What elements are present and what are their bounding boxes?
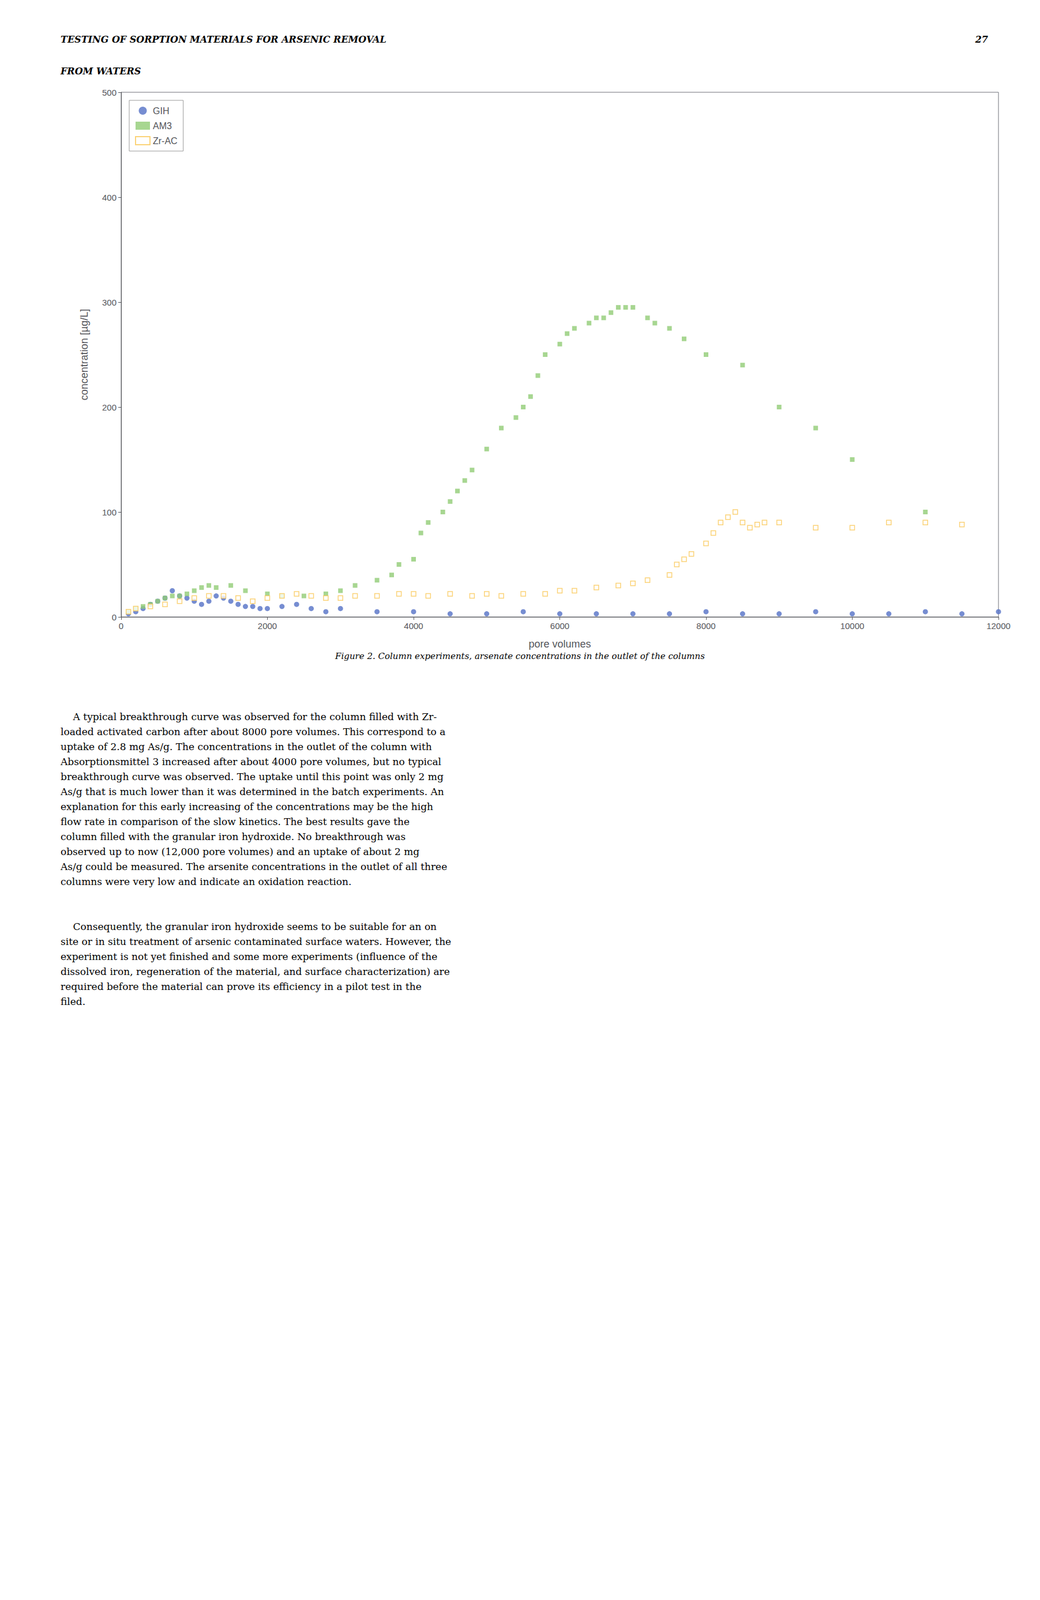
svg-text:Zr-AC: Zr-AC	[152, 136, 178, 146]
svg-text:Figure 2. Column experiments,: Figure 2. Column experiments, arsenate c…	[334, 651, 705, 662]
svg-text:27: 27	[974, 34, 989, 45]
svg-text:column filled with the granula: column filled with the granular iron hyd…	[60, 831, 406, 843]
svg-text:observed up to now (12,000 por: observed up to now (12,000 pore volumes)…	[60, 846, 420, 858]
svg-text:6000: 6000	[550, 621, 570, 632]
svg-text:0: 0	[118, 621, 124, 632]
svg-text:Consequently, the granular iro: Consequently, the granular iron hydroxid…	[60, 921, 437, 933]
svg-text:columns were very low and indi: columns were very low and indicate an ox…	[60, 876, 352, 888]
svg-text:flow rate in comparison of the: flow rate in comparison of the slow kine…	[60, 816, 410, 828]
svg-text:experiment is not yet finished: experiment is not yet finished and some …	[60, 951, 438, 963]
svg-text:0: 0	[111, 612, 117, 623]
svg-text:loaded activated carbon after: loaded activated carbon after about 8000…	[60, 726, 446, 738]
svg-text:explanation for this early inc: explanation for this early increasing of…	[60, 801, 434, 813]
svg-text:TESTING OF SORPTION MATERIALS: TESTING OF SORPTION MATERIALS FOR ARSENI…	[60, 34, 387, 45]
svg-text:breakthrough curve was observe: breakthrough curve was observed. The upt…	[60, 771, 444, 783]
svg-text:8000: 8000	[696, 621, 716, 632]
svg-text:12000: 12000	[986, 621, 1011, 632]
svg-text:4000: 4000	[403, 621, 423, 632]
svg-text:10000: 10000	[840, 621, 865, 632]
svg-text:FROM WATERS: FROM WATERS	[59, 65, 141, 77]
svg-text:required before the material c: required before the material can prove i…	[60, 981, 422, 993]
svg-text:300: 300	[102, 297, 117, 308]
svg-text:site or in situ treatment of a: site or in situ treatment of arsenic con…	[60, 936, 452, 948]
svg-text:pore volumes: pore volumes	[528, 638, 591, 651]
svg-text:As/g that is much lower than i: As/g that is much lower than it was dete…	[59, 786, 445, 798]
svg-text:200: 200	[102, 402, 117, 413]
svg-text:Absorptionsmittel 3 increased: Absorptionsmittel 3 increased after abou…	[59, 756, 442, 768]
svg-text:concentration [µg/L]: concentration [µg/L]	[78, 309, 90, 401]
svg-text:uptake of 2.8 mg As/g. The con: uptake of 2.8 mg As/g. The concentration…	[60, 741, 433, 753]
svg-text:500: 500	[102, 87, 117, 98]
svg-text:400: 400	[102, 192, 117, 203]
svg-text:100: 100	[102, 507, 117, 518]
svg-text:filed.: filed.	[60, 996, 86, 1008]
svg-text:2000: 2000	[257, 621, 277, 632]
svg-text:AM3: AM3	[152, 121, 172, 131]
svg-text:A typical breakthrough curve w: A typical breakthrough curve was observe…	[60, 711, 437, 723]
svg-text:GIH: GIH	[152, 106, 170, 116]
svg-text:dissolved iron, regeneration o: dissolved iron, regeneration of the mate…	[60, 966, 450, 978]
svg-text:As/g could be measured. The ar: As/g could be measured. The arsenite con…	[59, 861, 448, 873]
